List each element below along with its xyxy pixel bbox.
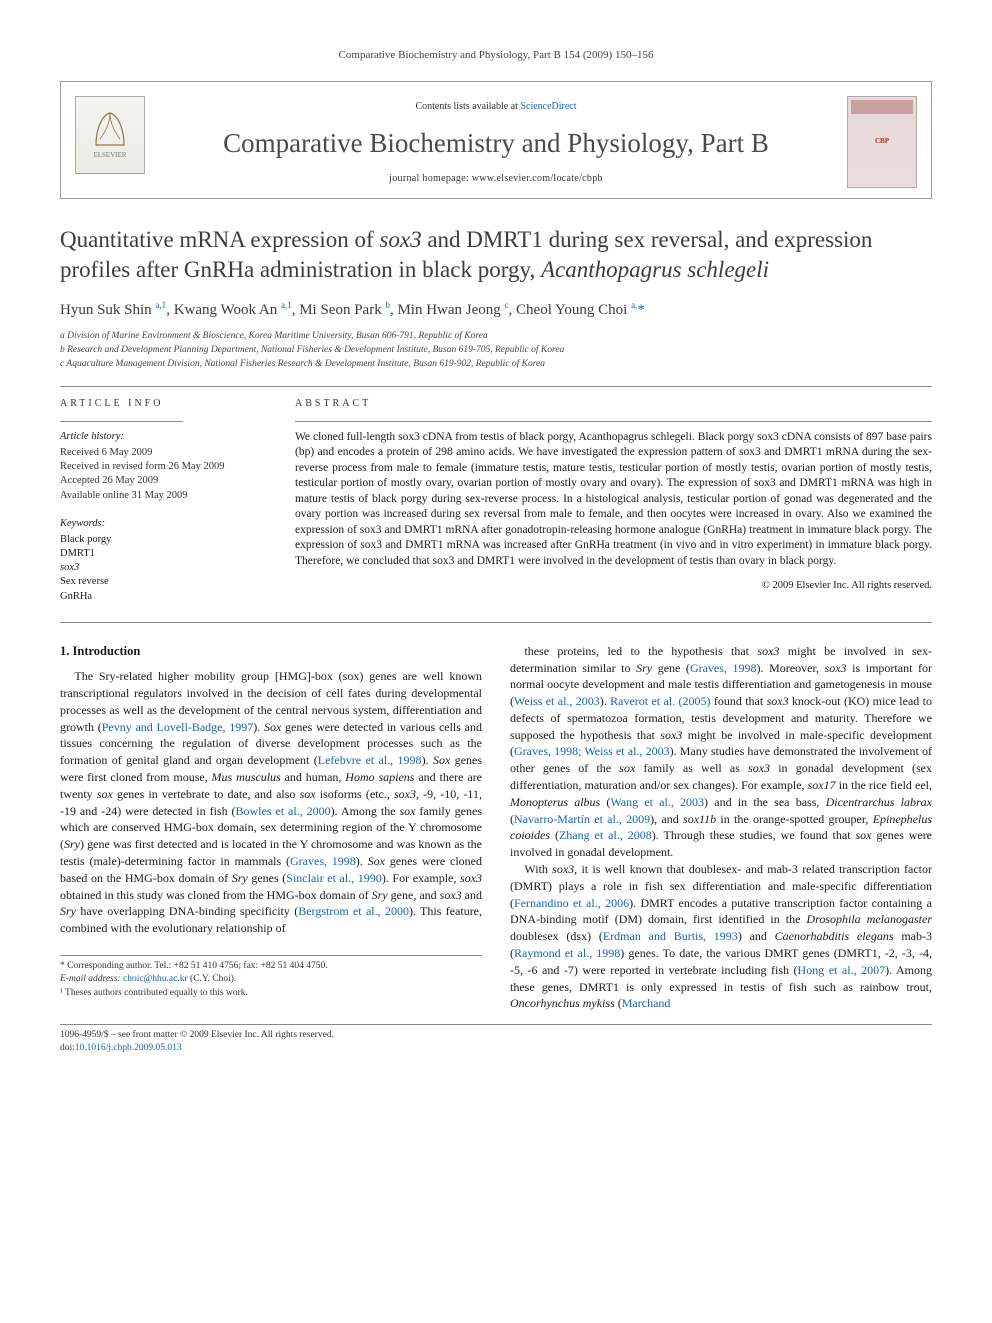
body-columns: 1. Introduction The Sry-related higher m… [60, 643, 932, 1013]
title-gene: sox3 [379, 227, 421, 252]
email-tail: (C.Y. Choi). [188, 974, 237, 984]
hist-online: Available online 31 May 2009 [60, 489, 265, 503]
article-info-heading: ARTICLE INFO [60, 397, 265, 411]
corr-author: * Corresponding author. Tel.: +82 51 410… [60, 960, 482, 973]
left-column: 1. Introduction The Sry-related higher m… [60, 643, 482, 1013]
article-title: Quantitative mRNA expression of sox3 and… [60, 225, 932, 285]
contents-line: Contents lists available at ScienceDirec… [161, 100, 831, 114]
kw-1: Black porgy [60, 533, 265, 547]
info-rule [60, 421, 183, 422]
section-number: 1. [60, 644, 69, 658]
homepage-url: www.elsevier.com/locate/cbpb [472, 173, 603, 184]
sciencedirect-link[interactable]: ScienceDirect [520, 101, 576, 112]
abstract-rule [295, 421, 932, 422]
keywords-head: Keywords: [60, 517, 265, 531]
running-head: Comparative Biochemistry and Physiology,… [60, 48, 932, 63]
hist-revised: Received in revised form 26 May 2009 [60, 460, 265, 474]
journal-name: Comparative Biochemistry and Physiology,… [161, 125, 831, 161]
affil-b: b Research and Development Planning Depa… [60, 344, 932, 357]
right-paragraph-2: With sox3, it is well known that doubles… [510, 861, 932, 1012]
kw-3: sox3 [60, 561, 265, 575]
journal-homepage: journal homepage: www.elsevier.com/locat… [161, 172, 831, 186]
kw-4: Sex reverse [60, 575, 265, 589]
doi-link[interactable]: 10.1016/j.cbpb.2009.05.013 [75, 1043, 182, 1053]
elsevier-logo-text: ELSEVIER [93, 151, 126, 160]
article-info: ARTICLE INFO Article history: Received 6… [60, 397, 265, 603]
affil-c: c Aquaculture Management Division, Natio… [60, 358, 932, 371]
abstract-text: We cloned full-length sox3 cDNA from tes… [295, 430, 932, 570]
email-line: E-mail address: choic@hhu.ac.kr (C.Y. Ch… [60, 973, 482, 986]
contents-prefix: Contents lists available at [415, 101, 520, 112]
rule-top [60, 386, 932, 387]
doi-label: doi: [60, 1043, 75, 1053]
affiliations: a Division of Marine Environment & Biosc… [60, 330, 932, 370]
authors: Hyun Suk Shin a,1, Kwang Wook An a,1, Mi… [60, 299, 932, 320]
title-species: Acanthopagrus schlegeli [541, 257, 769, 282]
footer-doi: doi:10.1016/j.cbpb.2009.05.013 [60, 1042, 932, 1055]
journal-cover-thumb: CBP [847, 96, 917, 188]
footnotes: * Corresponding author. Tel.: +82 51 410… [60, 955, 482, 1000]
hist-accepted: Accepted 26 May 2009 [60, 474, 265, 488]
equal-contrib: ¹ Theses authors contributed equally to … [60, 987, 482, 1000]
elsevier-logo: ELSEVIER [75, 96, 145, 174]
right-column: these proteins, led to the hypothesis th… [510, 643, 932, 1013]
footer: 1096-4959/$ – see front matter © 2009 El… [60, 1024, 932, 1055]
homepage-label: journal homepage: [389, 173, 472, 184]
abstract: ABSTRACT We cloned full-length sox3 cDNA… [295, 397, 932, 603]
affil-a: a Division of Marine Environment & Biosc… [60, 330, 932, 343]
kw-2: DMRT1 [60, 547, 265, 561]
section-title: Introduction [73, 644, 141, 658]
left-paragraph: The Sry-related higher mobility group [H… [60, 668, 482, 937]
kw-5: GnRHa [60, 590, 265, 604]
right-paragraph-1: these proteins, led to the hypothesis th… [510, 643, 932, 861]
rule-mid [60, 622, 932, 623]
journal-header: ELSEVIER Contents lists available at Sci… [60, 81, 932, 199]
abstract-heading: ABSTRACT [295, 397, 932, 411]
section-heading: 1. Introduction [60, 643, 482, 661]
email-label: E-mail address: [60, 974, 123, 984]
title-part1: Quantitative mRNA expression of [60, 227, 379, 252]
corr-email[interactable]: choic@hhu.ac.kr [123, 974, 188, 984]
cover-label: CBP [875, 137, 889, 146]
hist-received: Received 6 May 2009 [60, 446, 265, 460]
abstract-copyright: © 2009 Elsevier Inc. All rights reserved… [295, 579, 932, 593]
history-head: Article history: [60, 430, 265, 444]
footer-copyright: 1096-4959/$ – see front matter © 2009 El… [60, 1029, 932, 1042]
